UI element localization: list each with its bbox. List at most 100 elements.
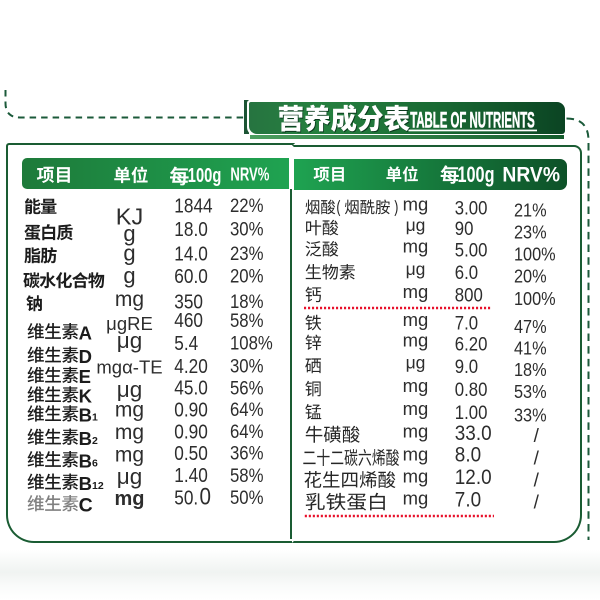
svg-text:mg: mg [403,375,429,396]
svg-text:B: B [79,405,92,426]
svg-text:14.0: 14.0 [174,243,208,266]
svg-text:mg: mg [403,420,429,441]
svg-text:μg: μg [117,377,142,402]
svg-text:5.00: 5.00 [455,240,488,262]
svg-text:mg: mg [115,488,145,510]
svg-text:3.00: 3.00 [455,198,488,220]
svg-text:100%: 100% [514,244,556,265]
svg-text:800: 800 [455,285,483,307]
svg-text:9.0: 9.0 [455,356,478,378]
svg-text:4.20: 4.20 [174,355,208,378]
svg-text:36%: 36% [230,444,264,465]
svg-text:1.00: 1.00 [455,402,488,424]
svg-text:B: B [79,473,92,494]
svg-text:460: 460 [174,309,203,332]
svg-text:60.0: 60.0 [174,265,208,288]
svg-text:45.0: 45.0 [174,377,208,400]
svg-text:21%: 21% [514,199,547,220]
svg-text:18%: 18% [514,359,547,380]
svg-text:0.80: 0.80 [455,379,488,401]
svg-text:A: A [79,322,92,343]
svg-text:mg: mg [403,487,429,508]
svg-text:53%: 53% [514,381,547,402]
svg-text:18%: 18% [230,292,264,313]
svg-text:mg: mg [403,443,429,464]
svg-text:6: 6 [92,457,98,469]
svg-text:100g: 100g [458,162,495,187]
svg-text:1844: 1844 [174,195,212,218]
svg-text:0: 0 [200,483,212,510]
svg-text:12.0: 12.0 [455,466,492,489]
svg-text:NRV%: NRV% [502,164,560,187]
svg-text:30%: 30% [230,357,264,378]
svg-text:/: / [534,449,540,470]
svg-text:mg: mg [115,421,144,444]
svg-text:20%: 20% [230,267,264,288]
svg-text:90: 90 [455,218,474,240]
svg-text:g: g [123,263,135,288]
svg-text:23%: 23% [514,221,547,242]
svg-text:mg: mg [115,399,144,422]
svg-text:64%: 64% [230,422,264,443]
svg-text:50.: 50. [174,486,198,509]
svg-text:33.0: 33.0 [455,422,492,445]
svg-text:41%: 41% [514,338,547,359]
svg-text:8.0: 8.0 [455,444,481,467]
svg-text:0.90: 0.90 [174,398,208,421]
svg-text:18.0: 18.0 [174,218,208,241]
svg-text:47%: 47% [514,316,547,337]
svg-text:108%: 108% [230,334,273,355]
svg-text:22%: 22% [230,196,264,217]
svg-text:100%: 100% [514,288,556,309]
svg-text:23%: 23% [230,244,264,265]
svg-text:1: 1 [92,412,98,424]
svg-text:/: / [534,426,540,447]
svg-text:μg: μg [406,353,426,373]
svg-text:mg: mg [403,309,429,330]
svg-text:C: C [79,494,93,516]
svg-text:mg: mg [403,281,429,302]
svg-text:D: D [79,346,92,367]
svg-text:/: / [534,493,540,514]
svg-text:/: / [534,471,540,492]
svg-text:58%: 58% [230,466,264,487]
svg-text:E: E [79,366,91,387]
svg-text:0.90: 0.90 [174,420,208,443]
svg-text:12: 12 [92,480,104,492]
svg-text:mg: mg [115,444,144,467]
svg-text:33%: 33% [514,405,547,426]
svg-text:20%: 20% [514,266,547,287]
svg-text:64%: 64% [230,400,264,421]
svg-text:B: B [79,450,92,471]
svg-text:mgα-TE: mgα-TE [96,357,162,378]
svg-text:0.50: 0.50 [174,442,208,465]
svg-text:1.40: 1.40 [174,464,208,487]
svg-text:K: K [79,386,93,407]
svg-text:μg: μg [406,259,426,279]
svg-text:56%: 56% [230,378,264,399]
svg-text:5.4: 5.4 [174,332,198,355]
svg-text:350: 350 [174,290,203,313]
svg-text:mg: mg [115,288,144,311]
svg-text:μg: μg [117,328,142,353]
svg-text:μg: μg [117,464,142,489]
svg-text:58%: 58% [230,311,264,332]
svg-text:30%: 30% [230,220,264,241]
svg-text:NRV%: NRV% [230,165,269,185]
svg-text:100g: 100g [188,164,222,187]
svg-text:mg: mg [403,465,429,486]
svg-text:μgRE: μgRE [106,313,153,334]
svg-text:g: g [123,221,135,246]
svg-text:6.20: 6.20 [455,334,488,356]
svg-text:7.0: 7.0 [455,313,478,335]
svg-text:6.0: 6.0 [455,262,478,284]
svg-text:B: B [79,428,92,449]
svg-text:μg: μg [406,215,426,235]
svg-text:2: 2 [92,435,98,447]
svg-text:mg: mg [403,193,429,214]
svg-text:mg: mg [403,235,429,256]
svg-text:mg: mg [403,329,429,350]
svg-text:mg: mg [403,398,429,419]
svg-text:7.0: 7.0 [455,488,481,511]
svg-text:g: g [123,240,135,265]
